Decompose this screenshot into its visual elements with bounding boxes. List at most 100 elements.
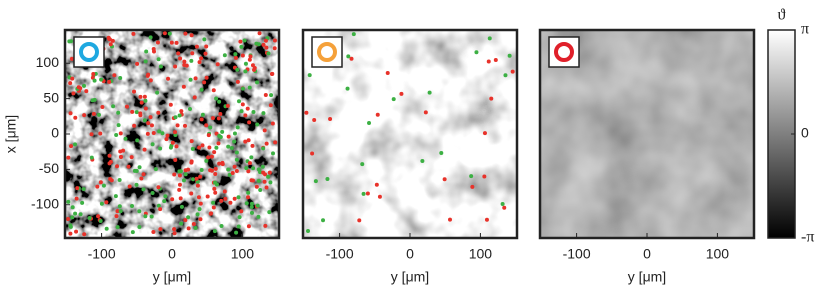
defect-dot	[99, 77, 104, 82]
defect-dot	[250, 143, 255, 148]
defect-dot	[232, 131, 237, 136]
defect-dot	[213, 180, 218, 185]
defect-dot	[173, 130, 178, 135]
defect-dot	[117, 204, 122, 209]
defect-dot	[192, 95, 197, 100]
defect-dot	[68, 231, 73, 236]
defect-dot	[68, 111, 73, 116]
defect-dot	[325, 177, 330, 182]
defect-dot	[116, 110, 121, 115]
defect-dot	[261, 42, 266, 47]
defect-dot	[469, 174, 474, 179]
defect-dot	[142, 147, 147, 152]
defect-dot	[262, 179, 267, 184]
defect-dot	[439, 150, 444, 155]
defect-dot	[195, 212, 200, 217]
defect-dot	[232, 196, 237, 201]
defect-dot	[200, 112, 205, 117]
defect-dot	[226, 134, 231, 139]
defect-dot	[73, 142, 78, 147]
defect-dot	[448, 217, 453, 222]
defect-dot	[507, 53, 512, 58]
defect-dot	[196, 195, 201, 200]
defect-dot	[208, 125, 213, 130]
defect-dot	[179, 221, 184, 226]
defect-dot	[258, 188, 263, 193]
defect-dot	[91, 71, 96, 76]
defect-dot	[126, 164, 131, 169]
defect-dot	[255, 122, 260, 127]
defect-dot	[245, 106, 250, 111]
defect-dot	[66, 199, 71, 204]
defect-dot	[139, 100, 144, 105]
defect-dot	[173, 158, 178, 163]
defect-dot	[189, 159, 194, 164]
defect-dot	[246, 138, 251, 143]
defect-dot	[89, 155, 94, 160]
defect-dot	[68, 39, 73, 44]
defect-dot	[197, 60, 202, 65]
defect-dot	[236, 195, 241, 200]
defect-dot	[150, 190, 155, 195]
defect-dot	[357, 218, 362, 223]
defect-dot	[137, 209, 142, 214]
defect-dot	[217, 133, 222, 138]
defect-dot	[190, 146, 195, 151]
defect-dot	[263, 92, 268, 97]
defect-dot	[346, 54, 351, 59]
defect-dot	[272, 46, 277, 51]
defect-dot	[442, 177, 447, 182]
defect-dot	[193, 225, 198, 230]
defect-dot	[199, 87, 204, 92]
defect-dot	[234, 150, 239, 155]
defect-dot	[205, 194, 210, 199]
defect-dot	[267, 170, 272, 175]
defect-dot	[206, 133, 211, 138]
defect-dot	[149, 214, 154, 219]
defect-dot	[162, 31, 167, 36]
defect-dot	[158, 64, 163, 69]
defect-dot	[474, 50, 479, 55]
defect-dot	[142, 94, 147, 99]
defect-dot	[305, 229, 310, 234]
defect-dot	[132, 89, 137, 94]
defect-dot	[177, 113, 182, 118]
defect-dot	[68, 81, 73, 86]
defect-dot	[183, 218, 188, 223]
defect-dot	[189, 58, 194, 63]
defect-dot	[146, 72, 151, 77]
defect-dot	[108, 177, 113, 182]
defect-dot	[268, 103, 273, 108]
defect-dot	[222, 189, 227, 194]
defect-dot	[187, 106, 192, 111]
defect-dot	[263, 38, 268, 43]
defect-dot	[247, 120, 252, 125]
defect-dot	[134, 110, 139, 115]
defect-dot	[482, 131, 487, 136]
defect-dot	[262, 128, 267, 133]
defect-dot	[234, 157, 239, 162]
defect-dot	[116, 123, 121, 128]
defect-dot	[189, 33, 194, 38]
defect-dot	[212, 229, 217, 234]
defect-dot	[239, 209, 244, 214]
defect-dot	[96, 214, 101, 219]
defect-dot	[118, 76, 123, 81]
colorbar-label: ϑ	[778, 7, 786, 24]
defect-dot	[172, 227, 177, 232]
defect-dot	[249, 155, 254, 160]
defect-dot	[225, 103, 230, 108]
defect-dot	[84, 89, 89, 94]
defect-dot	[240, 86, 245, 91]
defect-dot	[264, 45, 269, 50]
defect-dot	[107, 153, 112, 158]
defect-dot	[270, 71, 275, 76]
defect-dot	[99, 201, 104, 206]
defect-dot	[151, 230, 156, 235]
defect-dot	[487, 36, 492, 41]
defect-dot	[168, 145, 173, 150]
defect-dot	[235, 79, 240, 84]
defect-dot	[236, 99, 241, 104]
defect-dot	[304, 110, 309, 115]
defect-dot	[131, 31, 136, 36]
